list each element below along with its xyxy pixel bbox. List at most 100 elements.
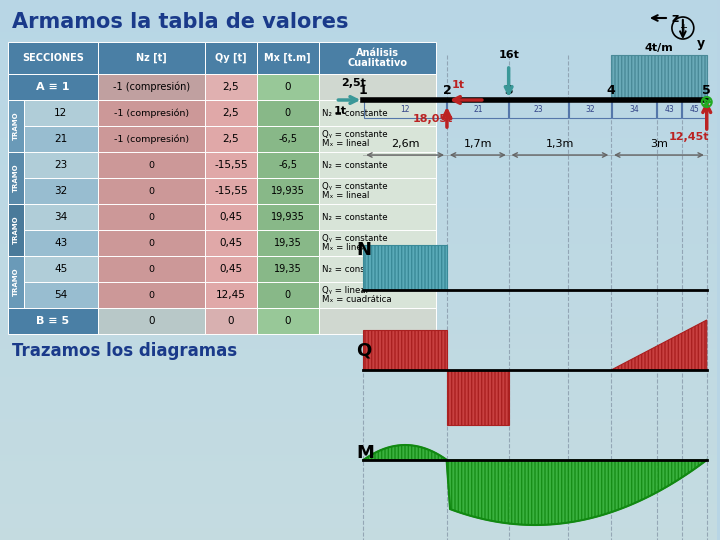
Bar (97, 126, 205, 152)
Bar (205, 308, 257, 334)
Bar (24, 282, 97, 308)
Bar (24, 100, 97, 126)
Text: 45: 45 (690, 105, 699, 113)
Bar (97, 100, 205, 126)
Text: 0: 0 (148, 160, 154, 170)
Text: 0: 0 (148, 186, 154, 195)
Bar (24, 230, 97, 256)
Text: 12: 12 (54, 108, 68, 118)
Text: 2,5: 2,5 (222, 134, 239, 144)
Text: 45: 45 (54, 264, 68, 274)
Text: 21: 21 (473, 105, 482, 113)
Bar (205, 230, 257, 256)
Text: 0: 0 (284, 290, 291, 300)
Text: +: + (679, 23, 687, 33)
Text: N₂ = constante: N₂ = constante (322, 109, 387, 118)
Text: 12: 12 (400, 105, 410, 113)
Bar (24, 256, 97, 282)
Text: TRAMO: TRAMO (13, 164, 19, 192)
Bar (97, 308, 205, 334)
Text: 4: 4 (607, 84, 616, 97)
Bar (257, 178, 318, 204)
Bar (611, 55, 707, 100)
Text: SECCIONES: SECCIONES (22, 53, 84, 63)
Text: N₂ = constante: N₂ = constante (322, 213, 387, 221)
Bar (318, 74, 436, 100)
Text: 2,6m: 2,6m (391, 139, 419, 149)
Bar (97, 178, 205, 204)
Text: 2,5: 2,5 (222, 82, 239, 92)
Bar (509, 100, 568, 118)
Text: 19,935: 19,935 (271, 186, 305, 196)
Text: 0: 0 (284, 316, 291, 326)
Text: 23: 23 (54, 160, 68, 170)
Text: 54: 54 (54, 290, 68, 300)
Text: 12,45: 12,45 (216, 290, 246, 300)
Text: z: z (672, 11, 679, 24)
Text: TRAMO: TRAMO (13, 268, 19, 296)
Bar (97, 152, 205, 178)
Bar (8, 74, 97, 100)
Text: -1 (compresión): -1 (compresión) (114, 108, 189, 118)
Bar (97, 204, 205, 230)
Bar (257, 100, 318, 126)
Bar (257, 42, 318, 74)
Text: Mₓ = lineal: Mₓ = lineal (322, 242, 369, 252)
Text: -15,55: -15,55 (214, 186, 248, 196)
Text: 0: 0 (284, 82, 291, 92)
Polygon shape (611, 320, 707, 370)
Bar (97, 230, 205, 256)
Text: TRAMO: TRAMO (13, 112, 19, 140)
Text: 0,45: 0,45 (220, 212, 243, 222)
Bar (364, 245, 447, 290)
Text: Mₓ = cuadrática: Mₓ = cuadrática (322, 294, 391, 303)
Text: Cualitativo: Cualitativo (347, 58, 408, 68)
Text: 0: 0 (148, 316, 155, 326)
Text: 34: 34 (54, 212, 68, 222)
Bar (257, 230, 318, 256)
Text: 1t: 1t (452, 80, 465, 90)
Text: 2,5t: 2,5t (341, 78, 366, 88)
Bar (683, 100, 706, 118)
Text: 1: 1 (359, 84, 368, 97)
Text: N₂ = constante: N₂ = constante (322, 160, 387, 170)
Bar (318, 204, 436, 230)
Text: 32: 32 (585, 105, 595, 113)
Bar (205, 178, 257, 204)
Text: -1 (compresión): -1 (compresión) (113, 82, 190, 92)
Bar (318, 282, 436, 308)
Bar (97, 74, 205, 100)
Text: Trazamos los diagramas: Trazamos los diagramas (12, 342, 237, 360)
Bar (569, 100, 611, 118)
Bar (97, 282, 205, 308)
Text: 18,05t: 18,05t (413, 114, 454, 124)
Text: Qy [t]: Qy [t] (215, 53, 247, 63)
Bar (205, 282, 257, 308)
Text: 2: 2 (443, 84, 451, 97)
Text: Qᵧ = constante: Qᵧ = constante (322, 234, 387, 244)
Text: 34: 34 (629, 105, 639, 113)
Text: -6,5: -6,5 (278, 134, 297, 144)
Text: 0: 0 (148, 291, 154, 300)
Bar (205, 204, 257, 230)
Bar (257, 126, 318, 152)
Bar (205, 74, 257, 100)
Text: 5: 5 (703, 84, 711, 97)
Bar (657, 100, 681, 118)
Text: 0: 0 (284, 108, 291, 118)
Text: Armamos la tabla de valores: Armamos la tabla de valores (12, 12, 348, 32)
Text: 12,45t: 12,45t (669, 132, 709, 142)
Bar (257, 152, 318, 178)
Text: 3: 3 (504, 84, 513, 97)
Bar (24, 152, 97, 178)
Text: Qᵧ = constante: Qᵧ = constante (322, 183, 387, 192)
Bar (257, 74, 318, 100)
Bar (318, 256, 436, 282)
Text: 32: 32 (54, 186, 68, 196)
Text: 1,3m: 1,3m (546, 139, 574, 149)
Bar (8, 152, 24, 204)
Text: 2,5: 2,5 (222, 108, 239, 118)
Text: 3m: 3m (650, 139, 668, 149)
Bar (318, 308, 436, 334)
Text: 0: 0 (148, 239, 154, 247)
